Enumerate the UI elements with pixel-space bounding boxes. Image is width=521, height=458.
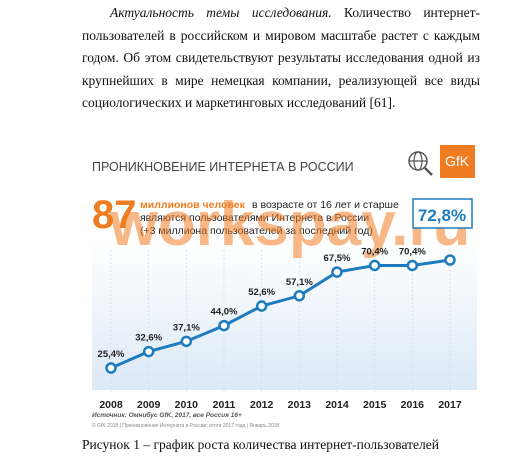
chart-title: ПРОНИКНОВЕНИЕ ИНТЕРНЕТА В РОССИИ xyxy=(92,160,354,174)
headline-text: (+3 миллиона пользователей за последний … xyxy=(140,225,373,237)
marker xyxy=(255,300,268,312)
x-tick-label: 2014 xyxy=(325,399,349,411)
data-label: 52,6% xyxy=(248,287,275,298)
headline-text: являются пользователями Интернета в Росс… xyxy=(140,212,369,224)
data-label: 25,4% xyxy=(98,349,125,360)
marker xyxy=(444,254,456,266)
data-label: 32,6% xyxy=(135,333,162,344)
x-tick-label: 2012 xyxy=(250,399,274,411)
paragraph: Актуальность темы исследования. Количест… xyxy=(82,2,480,115)
marker xyxy=(218,319,230,332)
data-label: 70,4% xyxy=(361,246,388,257)
headline-highlight: миллионов человек xyxy=(140,199,246,211)
data-label: 57,1% xyxy=(286,277,313,288)
data-label: 44,0% xyxy=(211,307,238,318)
marker xyxy=(142,345,155,358)
headline-number: 87 xyxy=(92,193,137,237)
marker xyxy=(105,362,117,374)
x-tick-label: 2010 xyxy=(175,399,199,411)
label-box xyxy=(412,198,473,229)
x-tick-label: 2008 xyxy=(99,399,123,411)
data-label: 67,5% xyxy=(324,253,351,264)
data-label: 72,8% xyxy=(418,206,466,225)
marker xyxy=(331,266,343,278)
paragraph-lead: Актуальность темы исследования. xyxy=(110,5,332,20)
headline-text: в возрасте от 16 лет и старше xyxy=(252,199,399,211)
line xyxy=(110,258,451,370)
marker xyxy=(180,335,193,348)
x-tick-label: 2009 xyxy=(137,399,161,411)
chart: ПРОНИКНОВЕНИЕ ИНТЕРНЕТА В РОССИИ GfK 87 … xyxy=(92,145,477,429)
caption: Рисунок 1 – график роста количества инте… xyxy=(82,437,439,452)
data-label: 37,1% xyxy=(173,322,200,333)
paragraph-text: Количество интернет-пользователей в росс… xyxy=(82,5,481,110)
x-tick-label: 2016 xyxy=(401,399,425,411)
marker xyxy=(368,259,381,272)
marker xyxy=(406,259,419,272)
logo: GfK xyxy=(445,153,470,169)
x-tick-label: 2011 xyxy=(213,399,236,411)
watermark: workspay.ru xyxy=(109,190,471,259)
plot-background xyxy=(92,240,477,390)
globe-icon xyxy=(424,167,433,176)
x-tick-label: 2015 xyxy=(363,399,387,411)
data-label: 70,4% xyxy=(399,246,426,257)
copyright: © GfK 2018 | Проникновение Интернета в Р… xyxy=(92,422,279,429)
marker xyxy=(293,290,306,302)
source: Источник: Омнибус GfK, 2017, все Россия … xyxy=(92,411,242,419)
x-tick-label: 2013 xyxy=(288,399,312,411)
x-tick-label: 2017 xyxy=(438,399,462,411)
logo-box xyxy=(440,145,475,178)
